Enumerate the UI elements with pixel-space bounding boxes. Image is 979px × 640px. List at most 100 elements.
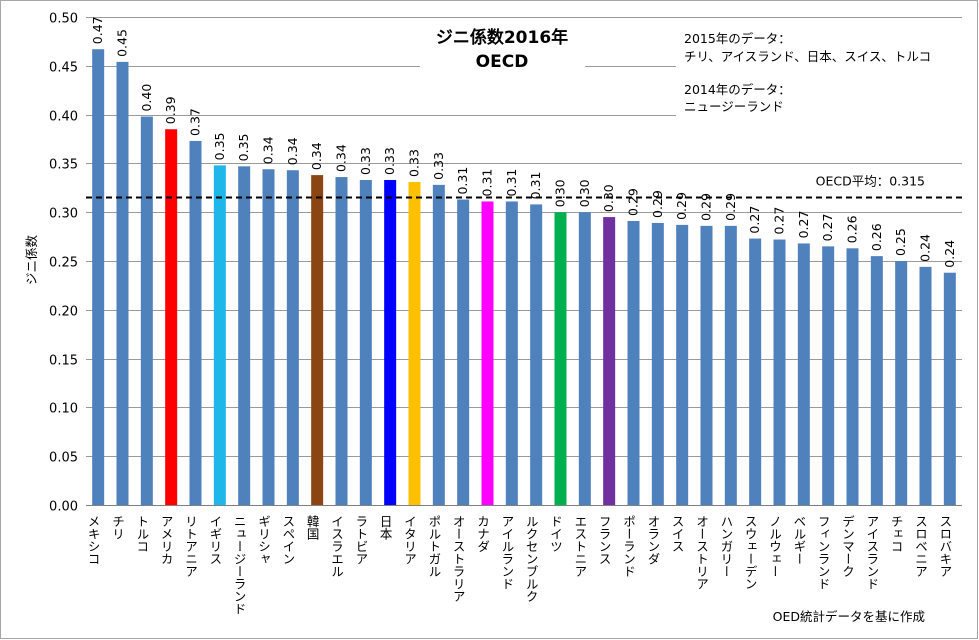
bar [943, 272, 956, 505]
y-tick-label: 0.45 [49, 61, 78, 76]
category-label: エストニア [572, 515, 587, 578]
bar [311, 175, 324, 506]
category-label: ポルトガル [426, 515, 441, 578]
bar [335, 177, 348, 505]
data-labels: 0.47 0.45 0.40 0.39 0.37 0.35 0.35 0.34 0.34 0.34… [90, 16, 957, 267]
bar [846, 248, 859, 505]
bar-value-label: 0.33 [431, 152, 446, 180]
category-label: イギリス [207, 515, 222, 565]
bar-value-label: 0.34 [309, 142, 324, 170]
bar-value-label: 0.31 [504, 169, 519, 197]
category-label: スロバキア [937, 515, 952, 578]
bar-value-label: 0.29 [723, 193, 738, 221]
bar-value-label: 0.29 [626, 188, 641, 216]
note-2015-heading: 2015年のデータ： [684, 31, 791, 46]
bar-value-label: 0.29 [674, 192, 689, 220]
category-label: ルクセンブルク [524, 515, 539, 603]
y-tick-label: 0.00 [49, 500, 78, 515]
category-label: スロベニア [913, 515, 928, 578]
bar-value-label: 0.39 [163, 96, 178, 124]
category-label: カナダ [475, 515, 490, 553]
y-tick-label: 0.35 [49, 158, 78, 173]
bar-value-label: 0.33 [358, 147, 373, 175]
bar [578, 212, 591, 505]
category-label: ギリシャ [256, 515, 271, 565]
bar [797, 243, 810, 505]
category-label: オーストリア [694, 515, 709, 590]
bar [432, 184, 445, 505]
bar-value-label: 0.24 [942, 240, 957, 268]
bar-value-label: 0.24 [918, 234, 933, 262]
y-tick-label: 0.40 [49, 110, 78, 125]
bar-value-label: 0.29 [650, 190, 665, 218]
bar [116, 61, 129, 506]
bar [627, 220, 640, 506]
bar-value-label: 0.26 [845, 215, 860, 243]
category-label: フィンランド [816, 515, 831, 590]
bar [457, 199, 470, 505]
category-label: スイス [670, 515, 685, 553]
category-label: 日本 [378, 515, 393, 541]
y-tick-label: 0.20 [49, 305, 78, 320]
bar-value-label: 0.26 [869, 223, 884, 251]
category-label: フランス [597, 515, 612, 565]
category-label: イタリア [402, 515, 417, 565]
bar [238, 166, 251, 505]
bar [384, 179, 397, 506]
bar [724, 225, 737, 506]
bar-value-label: 0.47 [90, 16, 105, 44]
bar [700, 225, 713, 506]
category-label: ニュージーランド [232, 515, 247, 615]
title-backdrop [420, 20, 585, 78]
bar [262, 169, 275, 505]
bar-value-label: 0.34 [334, 144, 349, 172]
bar-value-label: 0.34 [261, 136, 276, 164]
bar [408, 181, 421, 505]
category-label: アイスランド [864, 515, 879, 590]
category-label: ベルギー [791, 515, 806, 565]
bar [286, 170, 299, 506]
bars [92, 49, 956, 506]
bar [895, 261, 908, 505]
y-axis-label: ジニ係数 [24, 235, 39, 286]
y-tick-label: 0.25 [49, 256, 78, 271]
bar [481, 201, 494, 505]
bar [140, 116, 153, 506]
note-2015-countries: チリ、アイスランド、日本、スイス、トルコ [684, 49, 931, 64]
bar [359, 179, 372, 506]
bar [919, 266, 932, 505]
category-label: ノルウェー [767, 515, 782, 578]
bar [165, 129, 178, 506]
source-note: OED統計データを基に作成 [773, 609, 925, 624]
oecd-average-label: OECD平均：0.315 [816, 174, 925, 189]
bar-value-label: 0.27 [772, 207, 787, 235]
y-axis-ticks: 0.00 0.05 0.10 0.15 0.20 0.25 0.30 0.35 0.40 0.45… [49, 12, 78, 515]
category-label: ポーランド [621, 515, 636, 578]
category-label: リトアニア [183, 515, 198, 578]
y-tick-label: 0.30 [49, 207, 78, 222]
bar-value-label: 0.25 [893, 228, 908, 256]
bar-value-label: 0.31 [455, 167, 470, 195]
category-label: メキシコ [86, 515, 101, 565]
category-label: スウェーデン [743, 515, 758, 590]
bar [189, 140, 202, 505]
y-tick-label: 0.50 [49, 12, 78, 27]
bar-value-label: 0.30 [553, 179, 568, 207]
bar [554, 212, 567, 505]
category-label: 韓国 [305, 515, 320, 540]
bar [822, 246, 835, 506]
category-label: ラトビア [353, 515, 368, 565]
note-2014-heading: 2014年のデータ： [684, 82, 791, 97]
bar [749, 238, 762, 506]
bar-value-label: 0.35 [212, 133, 227, 161]
category-label: デンマーク [840, 515, 855, 578]
bar-value-label: 0.34 [285, 137, 300, 165]
bar [870, 256, 883, 505]
bar [773, 239, 786, 505]
category-label: アメリカ [159, 515, 174, 565]
bar-value-label: 0.31 [528, 172, 543, 200]
bar-value-label: 0.27 [820, 214, 835, 242]
y-tick-label: 0.10 [49, 402, 78, 417]
